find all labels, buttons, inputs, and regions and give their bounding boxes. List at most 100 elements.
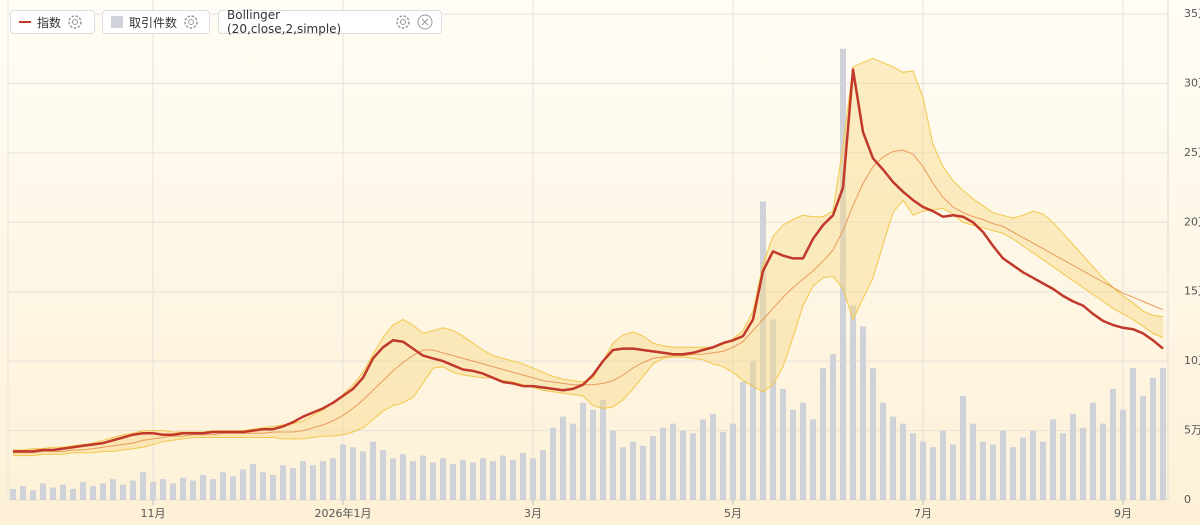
volume-bar	[680, 430, 686, 500]
volume-bar	[360, 451, 366, 500]
volume-bar	[480, 458, 486, 500]
band-lower	[13, 199, 1164, 457]
volume-bar	[760, 201, 766, 500]
volume-bar	[730, 423, 736, 500]
volume-bar	[1110, 388, 1116, 500]
x-tick-label: 9月	[1114, 507, 1132, 520]
volume-bar	[250, 463, 256, 500]
volume-bar	[230, 476, 236, 500]
volume-bar	[840, 48, 846, 500]
volume-bar	[980, 441, 986, 500]
volume-bar	[1040, 441, 1046, 500]
y-tick-label: 30万	[1184, 76, 1200, 89]
volume-bar	[580, 402, 586, 500]
volume-bar	[400, 454, 406, 500]
volume-bar	[660, 427, 666, 500]
volume-bar	[1150, 377, 1156, 500]
volume-bar	[1030, 430, 1036, 500]
remove-icon[interactable]	[417, 14, 433, 30]
volume-bar	[1130, 368, 1136, 500]
volume-bar	[910, 433, 916, 500]
volume-bar	[690, 433, 696, 500]
volume-bar	[330, 458, 336, 500]
volume-bar	[450, 463, 456, 500]
volume-bar	[50, 487, 56, 500]
x-tick-label: 3月	[524, 507, 542, 520]
volume-bar	[570, 423, 576, 500]
volume-bar	[310, 465, 316, 500]
volume-bar	[30, 490, 36, 500]
volume-bar	[870, 368, 876, 500]
legend-volume[interactable]: 取引件数	[102, 10, 210, 34]
volume-bar	[740, 381, 746, 500]
volume-bar	[1070, 413, 1076, 500]
volume-bar	[410, 461, 416, 500]
y-tick-label: 0	[1184, 493, 1191, 506]
volume-bar	[990, 444, 996, 500]
volume-bar	[220, 472, 226, 500]
volume-bar	[590, 409, 596, 500]
volume-bar	[190, 480, 196, 500]
settings-icon[interactable]	[183, 14, 199, 30]
volume-bar	[420, 455, 426, 500]
volume-bar	[170, 483, 176, 500]
volume-bar	[120, 484, 126, 500]
volume-bar	[80, 481, 86, 500]
volume-bar	[820, 368, 826, 500]
volume-bar	[1010, 447, 1016, 500]
volume-bar	[300, 461, 306, 500]
legend-label: 指数	[37, 15, 62, 30]
volume-bar	[490, 461, 496, 500]
legend-swatch	[111, 16, 123, 28]
volume-bar	[860, 326, 866, 500]
volume-bar	[550, 427, 556, 500]
legend-bollinger[interactable]: Bollinger (20,close,2,simple)	[218, 8, 442, 36]
volume-bar	[340, 444, 346, 500]
y-tick-label: 25万	[1184, 146, 1200, 159]
volume-bar	[470, 462, 476, 500]
y-tick-label: 10万	[1184, 354, 1200, 367]
settings-icon[interactable]	[395, 14, 411, 30]
volume-bar	[520, 452, 526, 500]
volume-bar	[180, 477, 186, 500]
volume-bar	[800, 402, 806, 500]
volume-bar	[970, 423, 976, 500]
volume-bar	[890, 416, 896, 500]
volume-bar	[380, 450, 386, 500]
volume-bar	[200, 475, 206, 500]
volume-bar	[650, 436, 656, 500]
volume-bar	[20, 486, 26, 500]
volume-bar	[500, 455, 506, 500]
volume-bar	[1090, 402, 1096, 500]
volume-bar	[100, 483, 106, 500]
volume-bar	[260, 472, 266, 500]
volume-bar	[720, 431, 726, 500]
legend-label: 取引件数	[129, 15, 178, 30]
volume-bar	[240, 469, 246, 500]
volume-bar	[290, 468, 296, 500]
settings-icon[interactable]	[67, 14, 83, 30]
volume-bar	[90, 486, 96, 500]
volume-bar	[940, 430, 946, 500]
y-tick-label: 5万	[1184, 424, 1200, 437]
legend-index[interactable]: 指数	[10, 10, 95, 34]
volume-bar	[460, 459, 466, 500]
volume-bar	[60, 484, 66, 500]
volume-bar	[880, 402, 886, 500]
volume-bar	[700, 419, 706, 500]
volume-bar	[750, 361, 756, 500]
volume-bar	[790, 409, 796, 500]
volume-bar	[1160, 368, 1166, 500]
legend-swatch	[19, 21, 31, 23]
volume-bar	[780, 388, 786, 500]
volume-bar	[140, 472, 146, 500]
volume-bar	[130, 480, 136, 500]
volume-bar	[920, 441, 926, 500]
volume-bar	[320, 461, 326, 500]
volume-bar	[1050, 419, 1056, 500]
volume-bar	[810, 419, 816, 500]
volume-bar	[900, 423, 906, 500]
volume-bar	[350, 447, 356, 500]
